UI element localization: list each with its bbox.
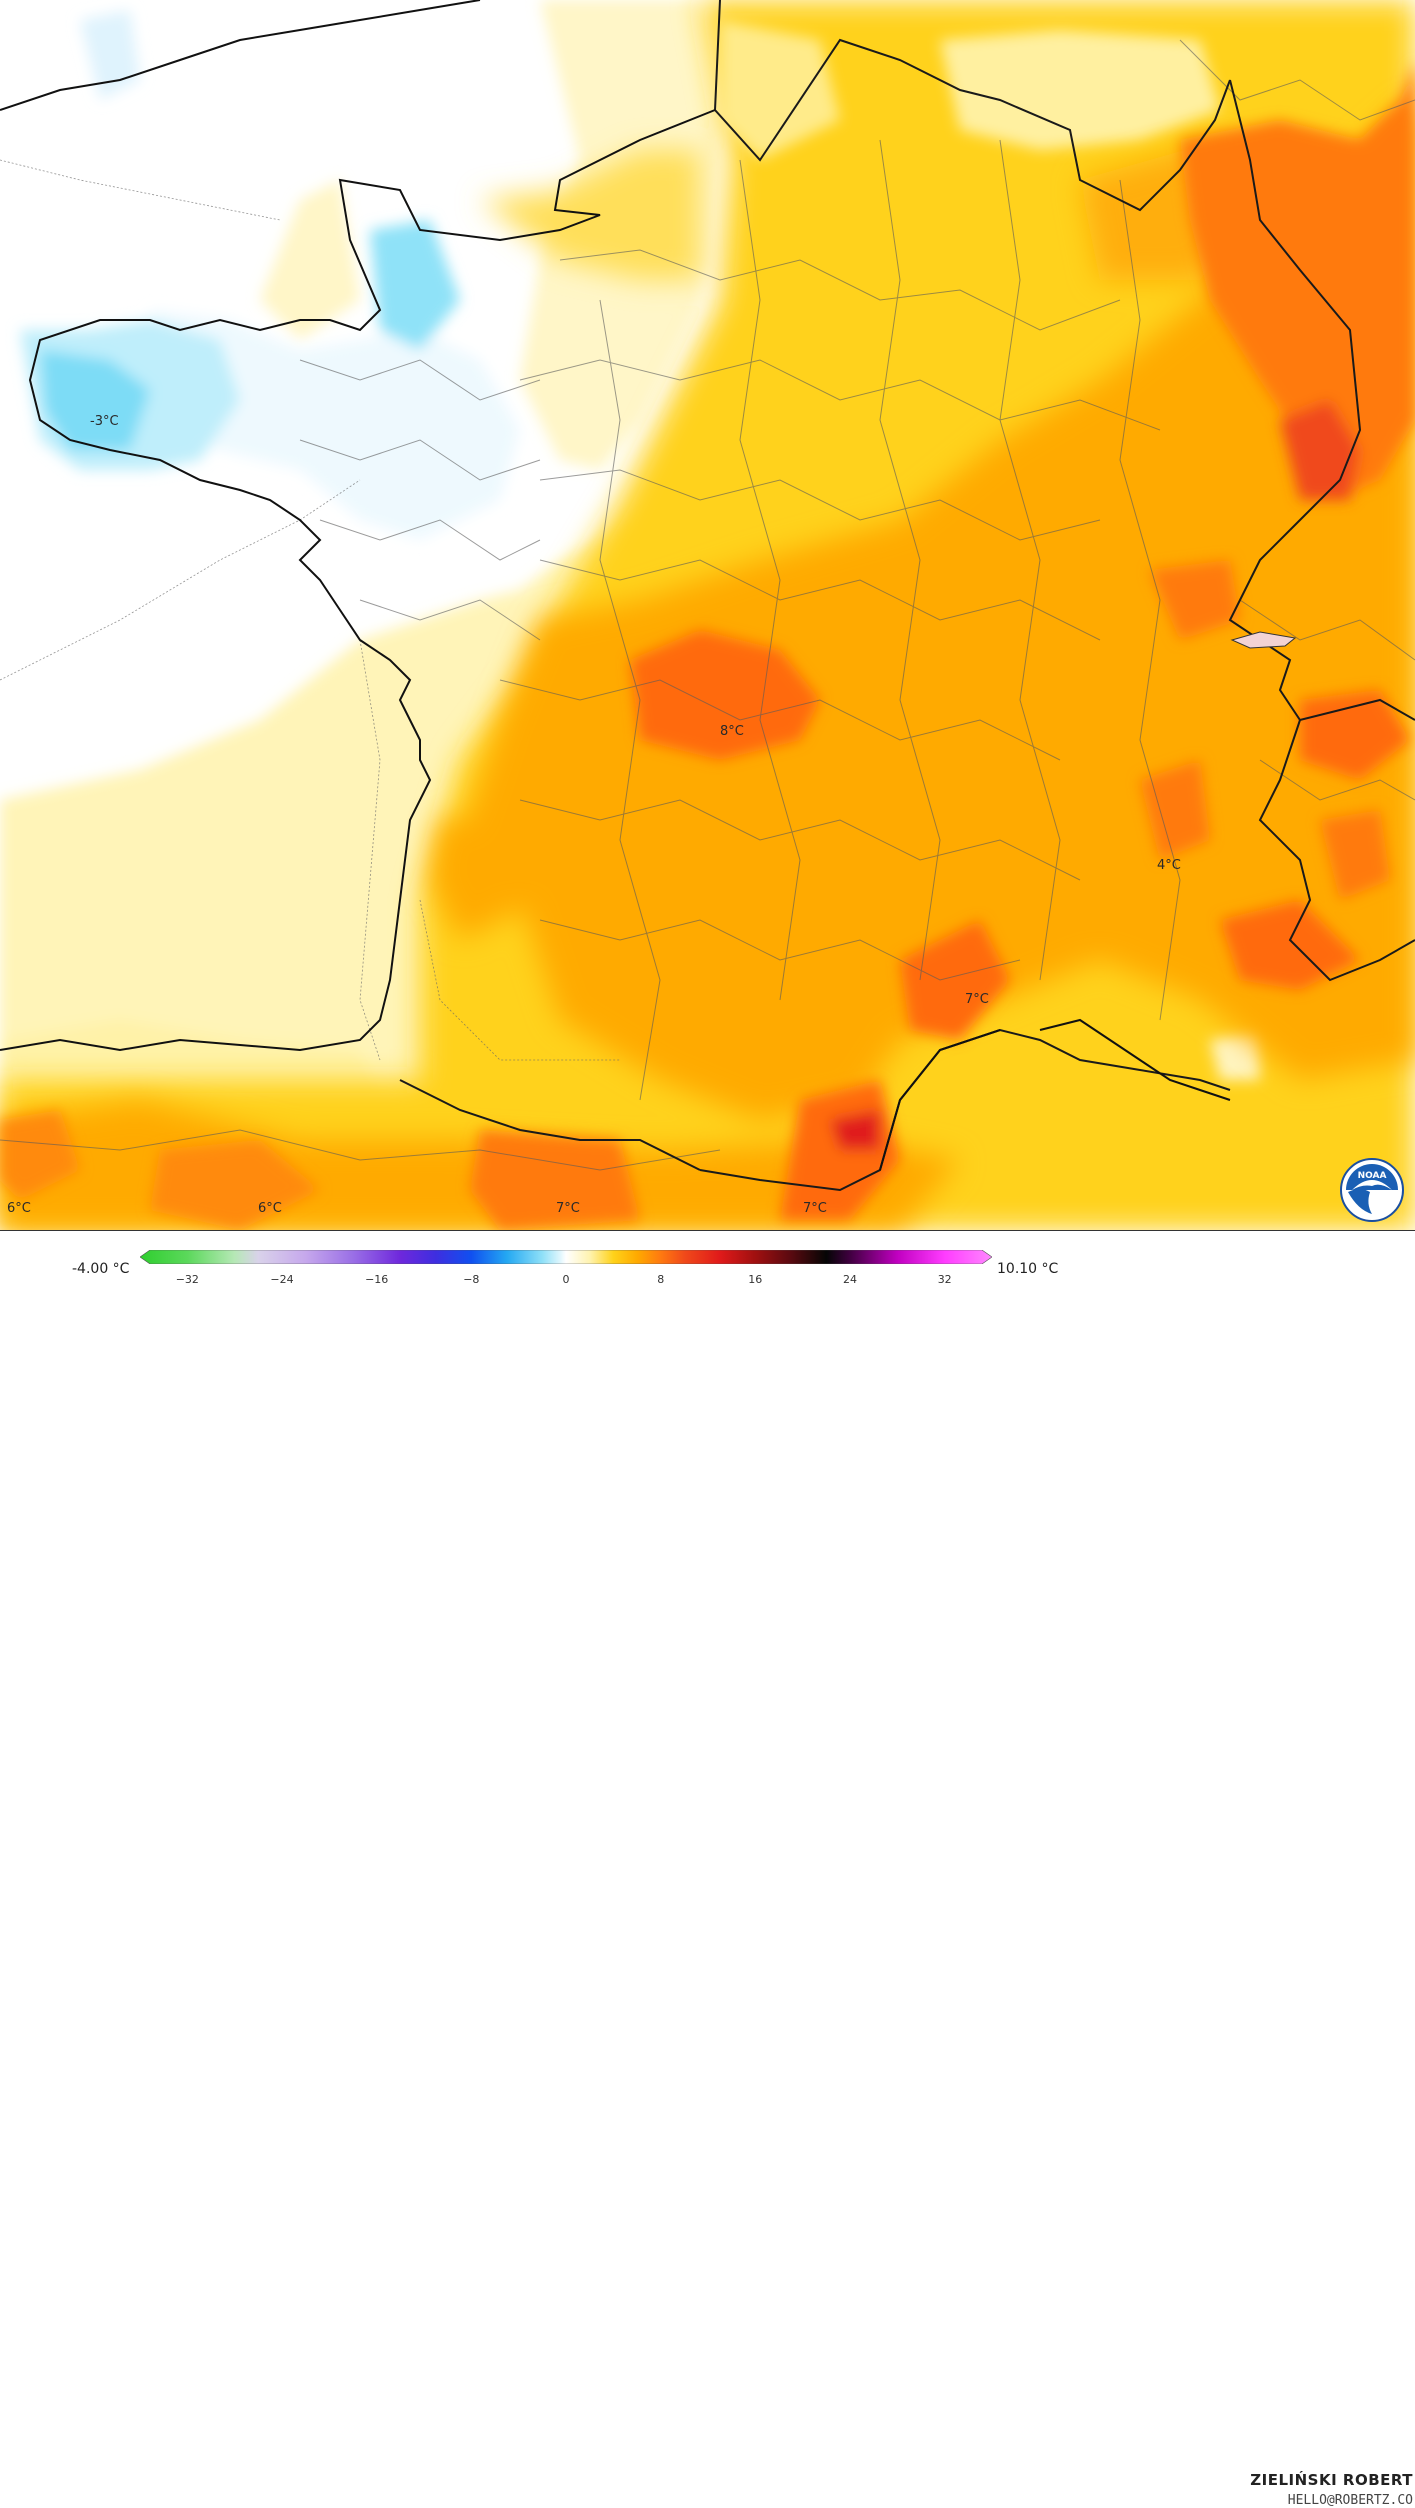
legend-min-value: -4.00 °C xyxy=(72,1261,130,1277)
colorbar-tick-label: −24 xyxy=(270,1273,294,1286)
temp-label-southwest-1: 6°C xyxy=(7,1201,31,1216)
map-canvas xyxy=(0,0,1415,1230)
colorbar-tick-label: 16 xyxy=(748,1273,763,1286)
temp-label-alps: 4°C xyxy=(1157,858,1181,873)
temp-label-south: 7°C xyxy=(965,992,989,1007)
colorbar xyxy=(140,1250,992,1264)
temp-label-catalonia: 7°C xyxy=(803,1201,827,1216)
temp-label-pyrenees: 7°C xyxy=(556,1201,580,1216)
colorbar-tick-label: 0 xyxy=(562,1273,570,1286)
temperature-map: -3°C 8°C 4°C 7°C 6°C 6°C 7°C 7°C NOAA xyxy=(0,0,1415,1230)
colorbar-tick-label: 32 xyxy=(937,1273,952,1286)
colorbar-tick-label: −16 xyxy=(365,1273,389,1286)
borders xyxy=(0,39,1415,1171)
lake-icon xyxy=(1230,631,1297,649)
colorbar-tick-label: 24 xyxy=(843,1273,857,1286)
temp-label-southwest-2: 6°C xyxy=(258,1201,282,1216)
light-yellow-northeast xyxy=(720,20,1260,1080)
colorbar-tick-label: 8 xyxy=(657,1273,665,1286)
noaa-logo-text: NOAA xyxy=(1358,1171,1387,1181)
isotherms xyxy=(0,159,620,1061)
credit-name: ZIELIŃSKI ROBERT xyxy=(1250,2471,1413,2489)
coastline xyxy=(0,0,1231,1171)
legend-max-value: 10.10 °C xyxy=(997,1261,1059,1277)
credit-email: HELLO@ROBERTZ.CO xyxy=(1287,2493,1413,2508)
cold-zone xyxy=(20,10,520,540)
noaa-logo-icon: NOAA xyxy=(1340,1158,1404,1222)
colorbar-tick-label: −32 xyxy=(175,1273,199,1286)
temp-label-centre: 8°C xyxy=(720,724,744,739)
temp-label-brittany: -3°C xyxy=(90,414,119,429)
colorbar-tick-label: −8 xyxy=(463,1273,480,1286)
